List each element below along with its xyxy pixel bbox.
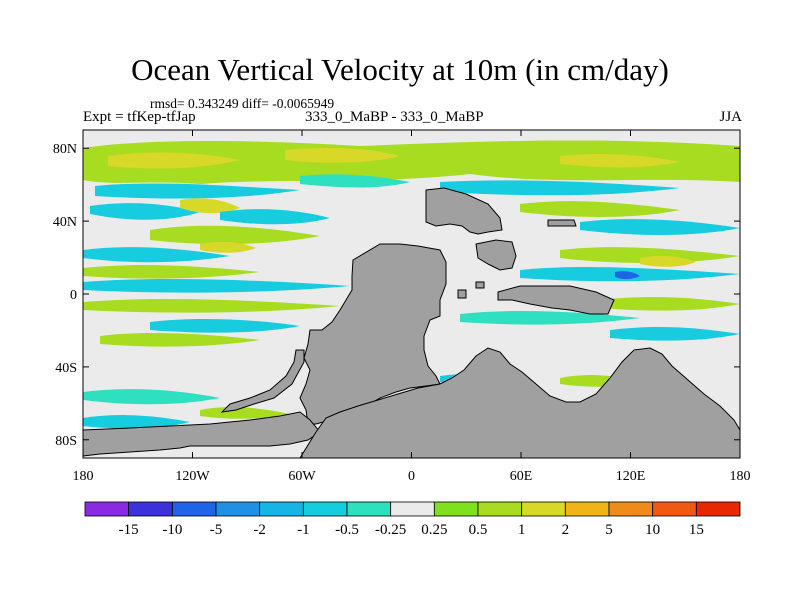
land-small-island (475, 281, 485, 289)
x-tick-label: 120E (616, 469, 646, 484)
anomaly-region (83, 299, 340, 313)
colorbar-label: -1 (297, 522, 310, 538)
anomaly-region (610, 327, 740, 341)
land-southern-continent (83, 411, 321, 457)
colorbar-swatch (128, 501, 173, 517)
colorbar-swatch (259, 501, 304, 517)
land-southern-ridge (299, 347, 740, 458)
y-tick-label: 80S (55, 434, 77, 449)
x-tick-label: 180 (730, 469, 751, 484)
anomaly-region (150, 225, 320, 245)
land-north-inlet (475, 239, 517, 271)
colorbar-swatch (564, 501, 610, 517)
colorbar-swatch (608, 501, 654, 517)
anomaly-region (83, 265, 260, 279)
x-tick-label: 120W (175, 469, 210, 484)
colorbar-label: 0.25 (421, 522, 447, 538)
land-eurasia (425, 187, 503, 235)
anomaly-region (440, 180, 680, 196)
colorbar-label: 5 (605, 522, 613, 538)
anomaly-region (220, 209, 330, 225)
season-label: JJA (719, 109, 742, 125)
colorbar-swatch (84, 501, 130, 517)
y-tick-label: 80N (53, 142, 77, 157)
anomaly-region (300, 174, 410, 188)
colorbar-label: 1 (518, 522, 526, 538)
land-equatorial-strip (497, 285, 615, 315)
land-island (547, 219, 577, 227)
colorbar-swatch (477, 501, 523, 517)
colorbar-label: -10 (162, 522, 182, 538)
anomaly-region (83, 279, 350, 293)
anomaly-region (640, 255, 696, 267)
anomaly-region (200, 407, 290, 419)
colorbar-swatch (171, 501, 217, 517)
colorbar-label: -0.25 (375, 522, 406, 538)
anomaly-region (83, 247, 230, 263)
colorbar-swatch (302, 501, 348, 517)
anomaly-region (560, 154, 680, 168)
land-small-island (457, 289, 467, 299)
colorbar-label: 15 (689, 522, 704, 538)
anomaly-region (560, 247, 740, 263)
anomaly-region (285, 148, 400, 163)
anomaly-region (180, 198, 240, 214)
colorbar-label: -2 (253, 522, 266, 538)
anomaly-region (83, 389, 220, 405)
anomaly-region (150, 319, 300, 333)
colorbar-swatch (433, 501, 479, 517)
colorbar-label: -5 (210, 522, 223, 538)
colorbar-label: 10 (645, 522, 660, 538)
x-tick-label: 60W (288, 469, 316, 484)
anomaly-region (200, 241, 256, 253)
anomaly-region (520, 201, 680, 217)
y-tick-label: 0 (70, 288, 77, 303)
comparison-label: 333_0_MaBP - 333_0_MaBP (305, 109, 484, 125)
colorbar-swatch (652, 501, 697, 517)
anomaly-region (83, 140, 740, 184)
colorbar-label: -15 (119, 522, 139, 538)
colorbar-swatch (521, 501, 566, 517)
stats-text: rmsd= 0.343249 diff= -0.0065949 (150, 96, 335, 111)
x-tick-label: 60E (510, 469, 533, 484)
anomaly-region (83, 415, 190, 429)
anomaly-region (90, 203, 200, 220)
colorbar-swatch (346, 501, 392, 517)
y-tick-label: 40N (53, 215, 77, 230)
anomaly-region (108, 152, 240, 169)
anomaly-region (95, 183, 300, 199)
colorbar-swatch (695, 501, 741, 517)
anomaly-region (600, 297, 740, 311)
anomaly-region (615, 271, 640, 280)
x-tick-label: 0 (408, 469, 415, 484)
colorbar-swatch (390, 501, 435, 517)
colorbar-label: 2 (562, 522, 570, 538)
anomaly-region (580, 219, 740, 235)
chart-title: Ocean Vertical Velocity at 10m (in cm/da… (131, 52, 669, 87)
experiment-label: Expt = tfKep-tfJap (83, 109, 196, 125)
colorbar-label: -0.5 (335, 522, 359, 538)
anomaly-region (100, 333, 260, 347)
colorbar-swatch (215, 501, 261, 517)
y-tick-label: 40S (55, 361, 77, 376)
land-sliver (220, 349, 305, 413)
x-tick-label: 180 (73, 469, 94, 484)
colorbar-label: 0.5 (469, 522, 488, 538)
